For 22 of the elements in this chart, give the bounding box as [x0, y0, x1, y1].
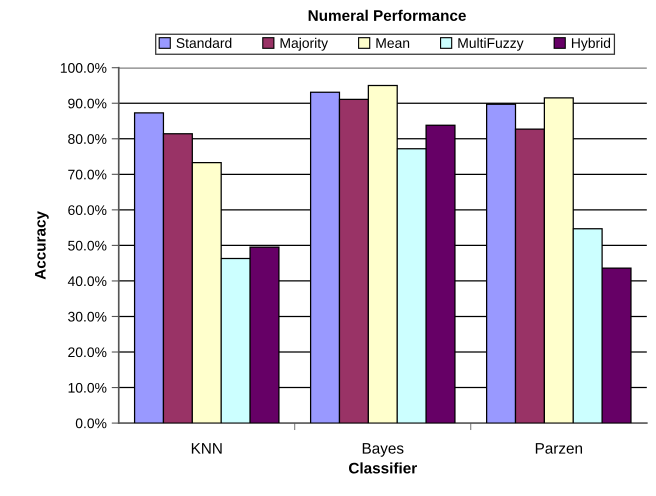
y-tick-label: 70.0% [68, 170, 106, 180]
legend-label: Hybrid [572, 38, 610, 51]
y-tick-label: 50.0% [68, 240, 106, 251]
y-tick-label: 60.0% [68, 205, 106, 216]
legend-label: Majority [280, 38, 328, 51]
y-tick-label: 0.0% [76, 418, 106, 428]
y-tick-label: 20.0% [68, 347, 106, 358]
legend-label: Mean [376, 38, 410, 48]
y-tick-label: 90.0% [68, 98, 106, 108]
legend-label: Standard [176, 38, 232, 48]
x-tick-label: KNN [192, 443, 222, 454]
x-tick-label: Bayes [362, 443, 404, 457]
chart-title: Numeral Performance [308, 10, 466, 21]
y-axis-title: Accuracy [35, 211, 49, 280]
y-tick-label: 100.0% [60, 63, 106, 73]
y-tick-label: 30.0% [68, 312, 106, 322]
y-tick-label: 10.0% [68, 382, 106, 393]
legend-label: MultiFuzzy [458, 38, 524, 51]
x-tick-label: Parzen [536, 443, 582, 454]
x-axis-title: Classifier [349, 462, 417, 474]
y-tick-label: 40.0% [68, 276, 106, 286]
y-tick-label: 80.0% [68, 134, 106, 144]
